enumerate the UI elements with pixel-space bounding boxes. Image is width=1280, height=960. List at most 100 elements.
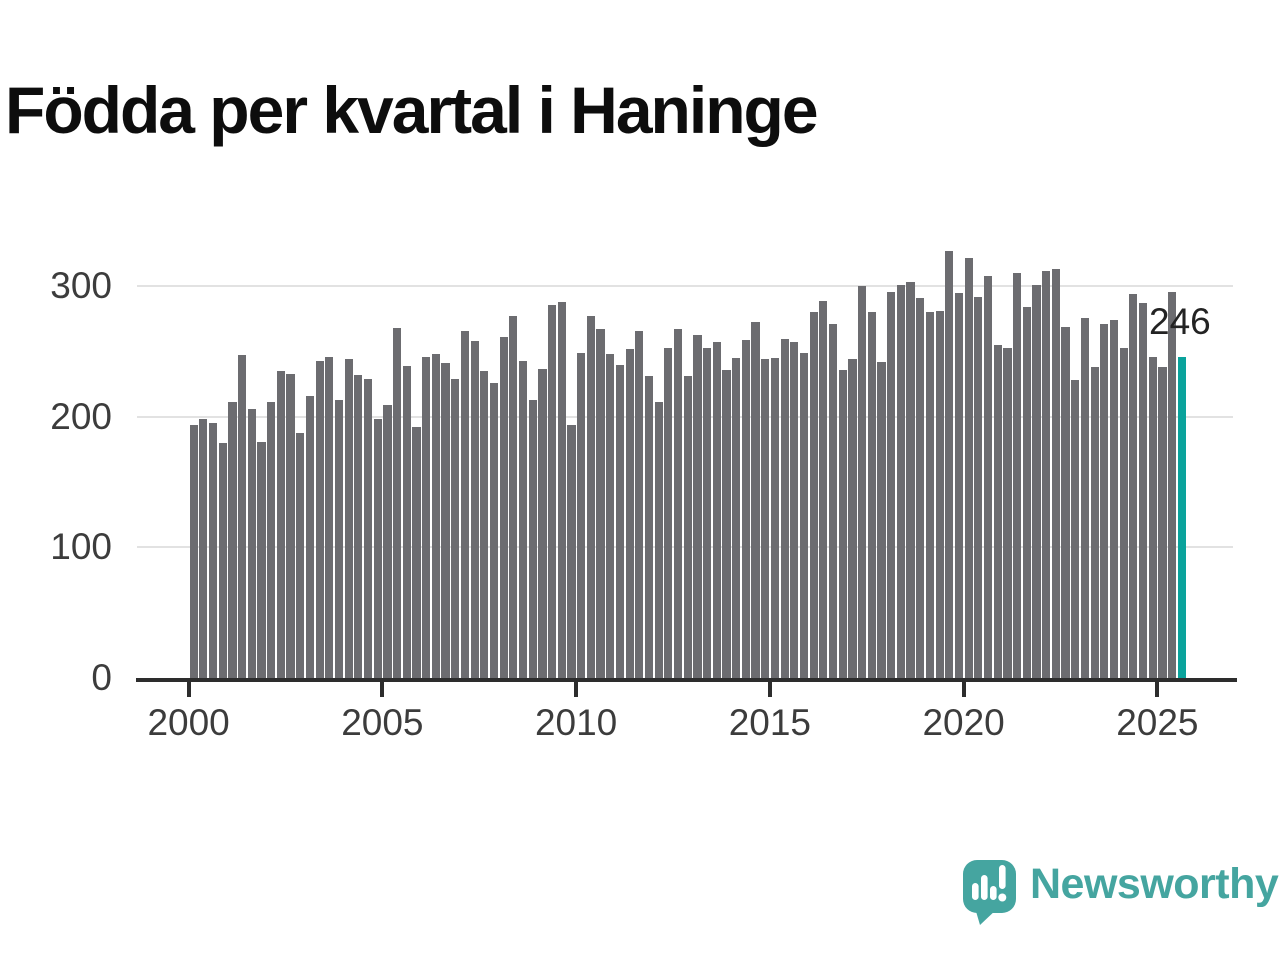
newsworthy-logo: Newsworthy: [960, 856, 1279, 926]
bar: [460, 330, 470, 678]
bar: [1129, 294, 1138, 678]
bar: [635, 330, 644, 678]
bar: [344, 359, 353, 678]
bar: [402, 365, 411, 678]
bar: [1013, 273, 1022, 678]
x-axis-tick: [767, 682, 772, 697]
bar: [1090, 367, 1099, 678]
bar: [305, 395, 315, 678]
y-axis-tick-label: 100: [50, 526, 112, 568]
bar: [325, 356, 334, 678]
bar: [790, 342, 799, 678]
bar: [1061, 326, 1070, 678]
bar: [1003, 347, 1012, 678]
bar: [1032, 284, 1041, 678]
bar: [509, 316, 518, 678]
bar: [983, 275, 993, 678]
bar: [422, 356, 431, 678]
bar: [518, 360, 528, 678]
x-axis-tick-label: 2010: [534, 702, 618, 743]
bar: [1168, 291, 1177, 678]
bar: [916, 298, 925, 678]
bar: [199, 419, 208, 678]
x-axis-tick-label: 2005: [341, 702, 424, 743]
bar: [615, 364, 625, 678]
bar: [247, 409, 256, 678]
x-axis-tick-label: 2000: [147, 702, 230, 743]
highlighted-bar: [1177, 356, 1186, 678]
bar: [218, 442, 227, 678]
x-axis-tick: [961, 682, 966, 697]
bar: [577, 352, 586, 678]
bar: [315, 360, 324, 678]
bar: [548, 304, 557, 678]
bar: [286, 373, 295, 678]
newsworthy-bubble-chart-icon: [963, 860, 1016, 925]
bar: [654, 402, 663, 678]
bar: [770, 358, 780, 678]
bar: [673, 329, 683, 678]
bar: [189, 424, 198, 678]
bar: [451, 378, 460, 678]
bar: [858, 286, 867, 678]
x-axis-tick-label: 2020: [922, 702, 1005, 743]
bar: [393, 328, 402, 678]
gridline: [137, 285, 1233, 288]
bar: [208, 423, 218, 678]
bar: [954, 292, 964, 678]
bar: [1071, 380, 1080, 678]
bar: [1119, 347, 1128, 678]
bar: [828, 324, 838, 678]
x-axis-tick-label: 2025: [1116, 702, 1199, 743]
bar: [276, 371, 285, 678]
bar: [538, 368, 547, 678]
bar: [867, 312, 876, 678]
bar: [644, 376, 654, 678]
bar: [722, 369, 731, 678]
bar: [1080, 317, 1090, 678]
bar: [1100, 324, 1109, 678]
bar: [780, 338, 789, 678]
bar: [761, 359, 770, 678]
bar: [567, 424, 576, 678]
bar: [799, 352, 809, 678]
bar: [974, 296, 983, 678]
bar: [712, 342, 721, 678]
x-axis-tick: [1155, 682, 1160, 697]
bar: [964, 257, 973, 678]
bar: [334, 399, 344, 678]
bar: [267, 402, 276, 678]
bar: [625, 348, 634, 678]
bar: [683, 376, 692, 678]
bar: [896, 284, 905, 678]
bar: [1148, 356, 1157, 678]
bar: [586, 316, 595, 678]
bar: [935, 311, 944, 678]
bar: [441, 363, 450, 678]
bar: [489, 382, 499, 678]
bar: [703, 347, 712, 678]
bar: [993, 345, 1002, 678]
bar: [693, 334, 702, 678]
bar: [363, 378, 373, 678]
bar: [373, 419, 382, 678]
bar: [809, 312, 818, 678]
bar: [596, 329, 605, 678]
bar: [1109, 320, 1119, 678]
x-axis-tick: [574, 682, 579, 697]
bar: [838, 369, 847, 678]
bar: [751, 321, 760, 678]
x-axis-tick-label: 2015: [728, 702, 811, 743]
bar: [1138, 303, 1148, 678]
bar: [819, 300, 828, 678]
bar: [354, 375, 363, 678]
bar: [848, 359, 857, 678]
bar: [1022, 307, 1031, 678]
bar: [431, 354, 440, 678]
chart-title: Födda per kvartal i Haninge: [5, 73, 819, 148]
bar: [887, 291, 896, 678]
bar: [877, 362, 886, 678]
bar: [906, 282, 915, 678]
bar: [606, 354, 615, 678]
